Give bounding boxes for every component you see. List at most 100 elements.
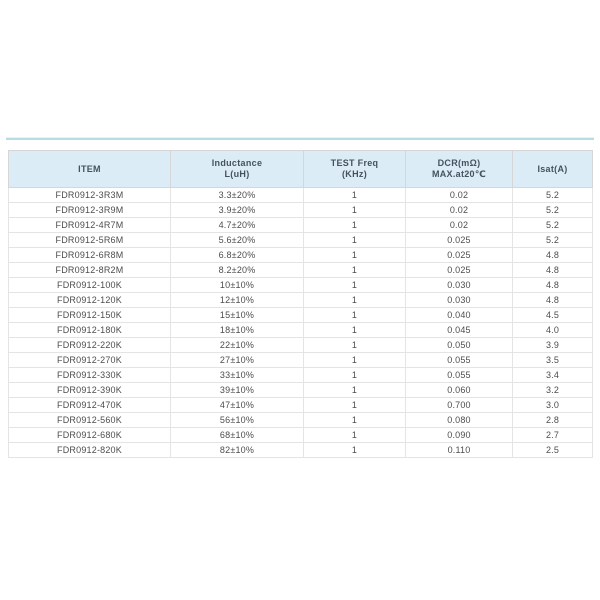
cell-dcr: 0.025 — [405, 232, 513, 248]
cell-inductance: 5.6±20% — [170, 232, 304, 248]
table-row: FDR0912-150K 15±10% 1 0.040 4.5 — [8, 307, 593, 323]
cell-test-freq: 1 — [303, 247, 406, 263]
cell-inductance: 22±10% — [170, 337, 304, 353]
cell-inductance: 10±10% — [170, 277, 304, 293]
cell-item: FDR0912-820K — [8, 442, 171, 458]
cell-test-freq: 1 — [303, 397, 406, 413]
cell-test-freq: 1 — [303, 187, 406, 203]
cell-isat: 5.2 — [512, 217, 593, 233]
column-header-text: ITEM — [78, 163, 101, 174]
column-header-item: ITEM — [8, 150, 171, 188]
cell-dcr: 0.050 — [405, 337, 513, 353]
cell-test-freq: 1 — [303, 292, 406, 308]
cell-test-freq: 1 — [303, 217, 406, 233]
cell-item: FDR0912-390K — [8, 382, 171, 398]
table-row: FDR0912-6R8M 6.8±20% 1 0.025 4.8 — [8, 247, 593, 263]
cell-test-freq: 1 — [303, 367, 406, 383]
cell-dcr: 0.055 — [405, 352, 513, 368]
table-row: FDR0912-470K 47±10% 1 0.700 3.0 — [8, 397, 593, 413]
column-header-test-freq: TEST Freq (KHz) — [303, 150, 406, 188]
inductor-spec-table: ITEM Inductance L(uH) TEST Freq (KHz) DCR(mΩ)… — [8, 150, 593, 458]
cell-test-freq: 1 — [303, 412, 406, 428]
table-row: FDR0912-3R3M 3.3±20% 1 0.02 5.2 — [8, 187, 593, 203]
column-header-text: L(uH) — [224, 169, 250, 179]
cell-isat: 3.0 — [512, 397, 593, 413]
cell-isat: 4.8 — [512, 247, 593, 263]
cell-inductance: 27±10% — [170, 352, 304, 368]
cell-isat: 3.9 — [512, 337, 593, 353]
table-row: FDR0912-120K 12±10% 1 0.030 4.8 — [8, 292, 593, 308]
cell-inductance: 8.2±20% — [170, 262, 304, 278]
cell-isat: 3.5 — [512, 352, 593, 368]
cell-item: FDR0912-120K — [8, 292, 171, 308]
cell-dcr: 0.02 — [405, 217, 513, 233]
cell-dcr: 0.080 — [405, 412, 513, 428]
cell-isat: 2.5 — [512, 442, 593, 458]
cell-test-freq: 1 — [303, 427, 406, 443]
cell-dcr: 0.055 — [405, 367, 513, 383]
cell-inductance: 68±10% — [170, 427, 304, 443]
table-row: FDR0912-680K 68±10% 1 0.090 2.7 — [8, 427, 593, 443]
column-header-dcr: DCR(mΩ) MAX.at20℃ — [405, 150, 513, 188]
cell-isat: 5.2 — [512, 232, 593, 248]
cell-test-freq: 1 — [303, 202, 406, 218]
table-header: ITEM Inductance L(uH) TEST Freq (KHz) DCR(mΩ)… — [8, 150, 593, 188]
column-header-text: MAX.at20℃ — [431, 169, 487, 179]
cell-dcr: 0.090 — [405, 427, 513, 443]
cell-inductance: 18±10% — [170, 322, 304, 338]
column-header-text: Inductance — [211, 158, 263, 168]
cell-dcr: 0.060 — [405, 382, 513, 398]
cell-inductance: 56±10% — [170, 412, 304, 428]
cell-item: FDR0912-3R3M — [8, 187, 171, 203]
cell-item: FDR0912-150K — [8, 307, 171, 323]
table-row: FDR0912-560K 56±10% 1 0.080 2.8 — [8, 412, 593, 428]
cell-inductance: 3.9±20% — [170, 202, 304, 218]
cell-dcr: 0.02 — [405, 202, 513, 218]
cell-item: FDR0912-3R9M — [8, 202, 171, 218]
cell-dcr: 0.02 — [405, 187, 513, 203]
cell-isat: 2.8 — [512, 412, 593, 428]
cell-inductance: 15±10% — [170, 307, 304, 323]
cell-item: FDR0912-220K — [8, 337, 171, 353]
table-row: FDR0912-180K 18±10% 1 0.045 4.0 — [8, 322, 593, 338]
table-header-row: ITEM Inductance L(uH) TEST Freq (KHz) DCR(mΩ)… — [8, 150, 593, 188]
cell-isat: 4.8 — [512, 292, 593, 308]
cell-item: FDR0912-8R2M — [8, 262, 171, 278]
cell-item: FDR0912-270K — [8, 352, 171, 368]
section-divider-line — [6, 138, 594, 140]
table-row: FDR0912-5R6M 5.6±20% 1 0.025 5.2 — [8, 232, 593, 248]
cell-test-freq: 1 — [303, 307, 406, 323]
table-row: FDR0912-270K 27±10% 1 0.055 3.5 — [8, 352, 593, 368]
cell-item: FDR0912-680K — [8, 427, 171, 443]
cell-isat: 3.2 — [512, 382, 593, 398]
column-header-text: (KHz) — [342, 169, 367, 179]
cell-dcr: 0.025 — [405, 247, 513, 263]
cell-dcr: 0.030 — [405, 277, 513, 293]
cell-dcr: 0.045 — [405, 322, 513, 338]
cell-isat: 3.4 — [512, 367, 593, 383]
cell-test-freq: 1 — [303, 322, 406, 338]
cell-isat: 4.0 — [512, 322, 593, 338]
cell-isat: 4.8 — [512, 277, 593, 293]
column-header-text: Isat(A) — [537, 163, 568, 174]
cell-test-freq: 1 — [303, 337, 406, 353]
cell-inductance: 82±10% — [170, 442, 304, 458]
cell-test-freq: 1 — [303, 442, 406, 458]
cell-test-freq: 1 — [303, 382, 406, 398]
column-header-text: TEST Freq — [330, 158, 379, 168]
cell-dcr: 0.025 — [405, 262, 513, 278]
column-header-text: DCR(mΩ) — [437, 158, 481, 168]
cell-dcr: 0.700 — [405, 397, 513, 413]
cell-isat: 4.5 — [512, 307, 593, 323]
cell-inductance: 33±10% — [170, 367, 304, 383]
cell-item: FDR0912-330K — [8, 367, 171, 383]
table-row: FDR0912-8R2M 8.2±20% 1 0.025 4.8 — [8, 262, 593, 278]
table-row: FDR0912-3R9M 3.9±20% 1 0.02 5.2 — [8, 202, 593, 218]
cell-item: FDR0912-5R6M — [8, 232, 171, 248]
cell-isat: 5.2 — [512, 202, 593, 218]
cell-item: FDR0912-100K — [8, 277, 171, 293]
cell-item: FDR0912-4R7M — [8, 217, 171, 233]
cell-isat: 4.8 — [512, 262, 593, 278]
cell-item: FDR0912-560K — [8, 412, 171, 428]
